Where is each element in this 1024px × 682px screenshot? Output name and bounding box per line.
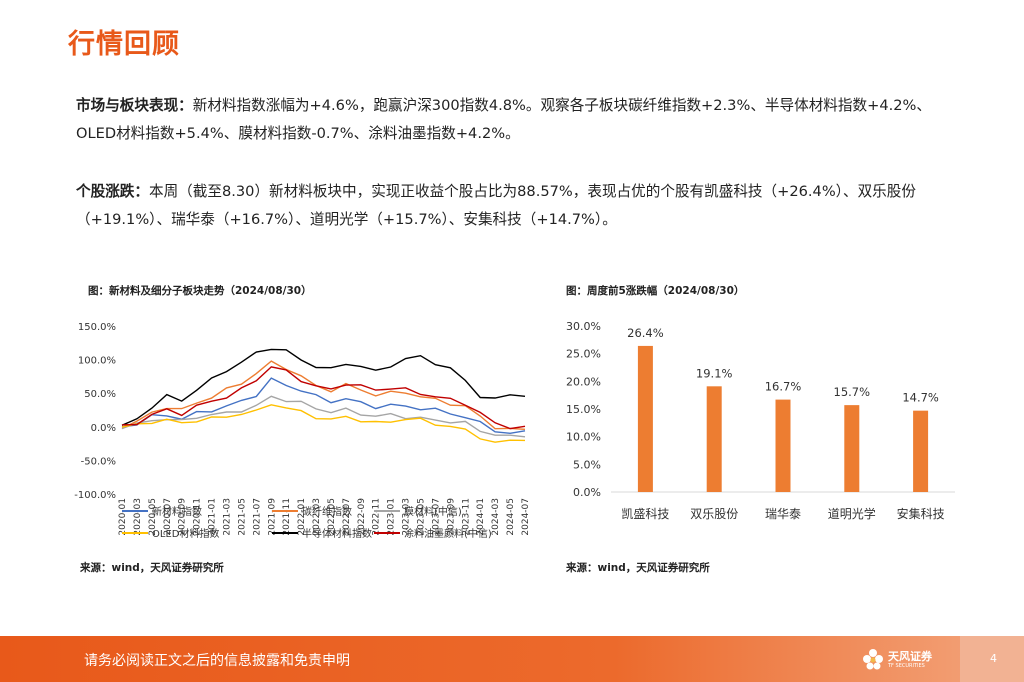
series-line — [121, 395, 526, 438]
y-tick-label: 25.0% — [566, 348, 601, 361]
y-tick-label: 30.0% — [566, 320, 601, 333]
bar-value-label: 15.7% — [834, 385, 871, 399]
legend-label: 半导体材料指数 — [302, 527, 372, 540]
y-tick-label: 0.0% — [91, 423, 116, 434]
bar-value-label: 16.7% — [765, 380, 802, 394]
x-tick-label: 2021-01 — [208, 498, 218, 536]
page-number: 4 — [990, 652, 997, 665]
y-tick-label: 50.0% — [84, 389, 116, 400]
logo-subtext: TF SECURITIES — [888, 663, 925, 669]
x-tick-label: 2021-05 — [237, 498, 247, 536]
category-label: 凯盛科技 — [621, 506, 669, 521]
line-chart-caption: 图：新材料及细分子板块走势（2024/08/30） — [88, 285, 312, 297]
x-tick-label: 2023-01 — [387, 498, 397, 536]
section-title: 行情回顾 — [68, 29, 180, 60]
footer-disclaimer: 请务必阅读正文之后的信息披露和免责申明 — [84, 653, 350, 669]
y-tick-label: 100.0% — [78, 356, 116, 367]
series-line — [121, 360, 526, 430]
legend-label: 涂料油墨颜料(中信) — [404, 527, 492, 540]
y-tick-label: 15.0% — [566, 403, 601, 416]
x-tick-label: 2023-09 — [446, 498, 456, 536]
legend-label: OLED材料指数 — [152, 527, 219, 540]
series-line — [121, 348, 526, 426]
bar-value-label: 19.1% — [696, 366, 733, 380]
market-paragraph: 市场与板块表现：新材料指数涨幅为+4.6%，跑赢沪深300指数4.8%。观察各子… — [76, 92, 956, 148]
company-logo: 天风证券 TF SECURITIES — [862, 645, 952, 675]
bar-chart: 30.0% 25.0% 20.0% 15.0% 10.0% 5.0% 0.0% 26.4% 凯盛… — [566, 320, 955, 521]
category-label: 瑞华泰 — [765, 507, 801, 521]
x-tick-label: 2020-07 — [163, 498, 173, 536]
x-tick-label: 2021-03 — [222, 498, 232, 536]
x-tick-label: 2021-11 — [282, 498, 292, 536]
x-tick-label: 2023-05 — [417, 498, 427, 536]
bar-chart-source: 来源：wind，天风证券研究所 — [566, 562, 710, 574]
stock-paragraph: 个股涨跌：本周（截至8.30）新材料板块中，实现正收益个股占比为88.57%，表… — [76, 178, 956, 234]
line-chart: 150.0%100.0%50.0%0.0%-50.0%-100.0%2020-0… — [74, 322, 531, 540]
legend-label: 新材料指数 — [152, 505, 202, 518]
y-tick-label: 5.0% — [573, 458, 601, 471]
y-tick-label: 0.0% — [573, 486, 601, 499]
legend-label: 膜材料(中信) — [404, 505, 462, 518]
x-tick-label: 2022-09 — [357, 498, 367, 536]
x-tick-label: 2023-03 — [402, 498, 412, 536]
x-tick-label: 2021-09 — [267, 498, 277, 536]
market-heading: 市场与板块表现： — [76, 97, 193, 114]
x-tick-label: 2023-11 — [461, 498, 471, 536]
category-label: 双乐股份 — [690, 507, 738, 521]
x-tick-label: 2024-03 — [491, 498, 501, 536]
category-label: 道明光学 — [828, 506, 876, 521]
x-tick-label: 2020-05 — [148, 498, 158, 536]
series-line — [121, 377, 526, 435]
x-tick-label: 2021-07 — [252, 498, 262, 536]
y-tick-label: -100.0% — [74, 490, 116, 501]
series-line — [121, 404, 526, 443]
y-tick-label: 20.0% — [566, 375, 601, 388]
market-text: 新材料指数涨幅为+4.6%，跑赢沪深300指数4.8%。观察各子板块碳纤维指数+… — [76, 97, 931, 142]
legend-label: 碳纤维指数 — [302, 505, 352, 518]
y-tick-label: -50.0% — [81, 456, 116, 467]
y-tick-label: 10.0% — [566, 431, 601, 444]
x-tick-label: 2024-01 — [476, 498, 486, 536]
x-tick-label: 2022-07 — [342, 498, 352, 536]
bar-chart-caption: 图：周度前5涨跌幅（2024/08/30） — [566, 285, 745, 297]
flower-logo-icon — [863, 649, 883, 670]
bar-value-label: 14.7% — [902, 391, 939, 405]
page-number-box — [960, 636, 1024, 682]
stock-text: 本周（截至8.30）新材料板块中，实现正收益个股占比为88.57%，表现占优的个… — [76, 183, 916, 228]
bar — [637, 345, 653, 492]
x-tick-label: 2023-07 — [431, 498, 441, 536]
bar — [844, 405, 860, 492]
category-label: 安集科技 — [897, 506, 945, 521]
y-tick-label: 150.0% — [78, 322, 116, 333]
logo-text: 天风证券 — [888, 650, 932, 663]
x-tick-label: 2022-05 — [327, 498, 337, 536]
bar — [706, 386, 722, 492]
line-chart-source: 来源：wind，天风证券研究所 — [80, 562, 224, 574]
x-tick-label: 2020-11 — [193, 498, 203, 536]
x-tick-label: 2022-11 — [372, 498, 382, 536]
bar — [775, 399, 791, 492]
stock-heading: 个股涨跌： — [76, 183, 149, 200]
x-tick-label: 2024-05 — [506, 498, 516, 536]
bar-value-label: 26.4% — [627, 326, 664, 340]
x-tick-label: 2020-01 — [118, 498, 128, 536]
x-tick-label: 2024-07 — [521, 498, 531, 536]
x-tick-label: 2020-09 — [178, 498, 188, 536]
bar — [913, 410, 929, 492]
x-tick-label: 2020-03 — [133, 498, 143, 536]
series-line — [121, 366, 526, 430]
x-tick-label: 2022-03 — [312, 498, 322, 536]
footer-bar: 请务必阅读正文之后的信息披露和免责申明 天风证券 TF SECURITIES 4 — [0, 636, 1024, 682]
x-tick-label: 2022-01 — [297, 498, 307, 536]
